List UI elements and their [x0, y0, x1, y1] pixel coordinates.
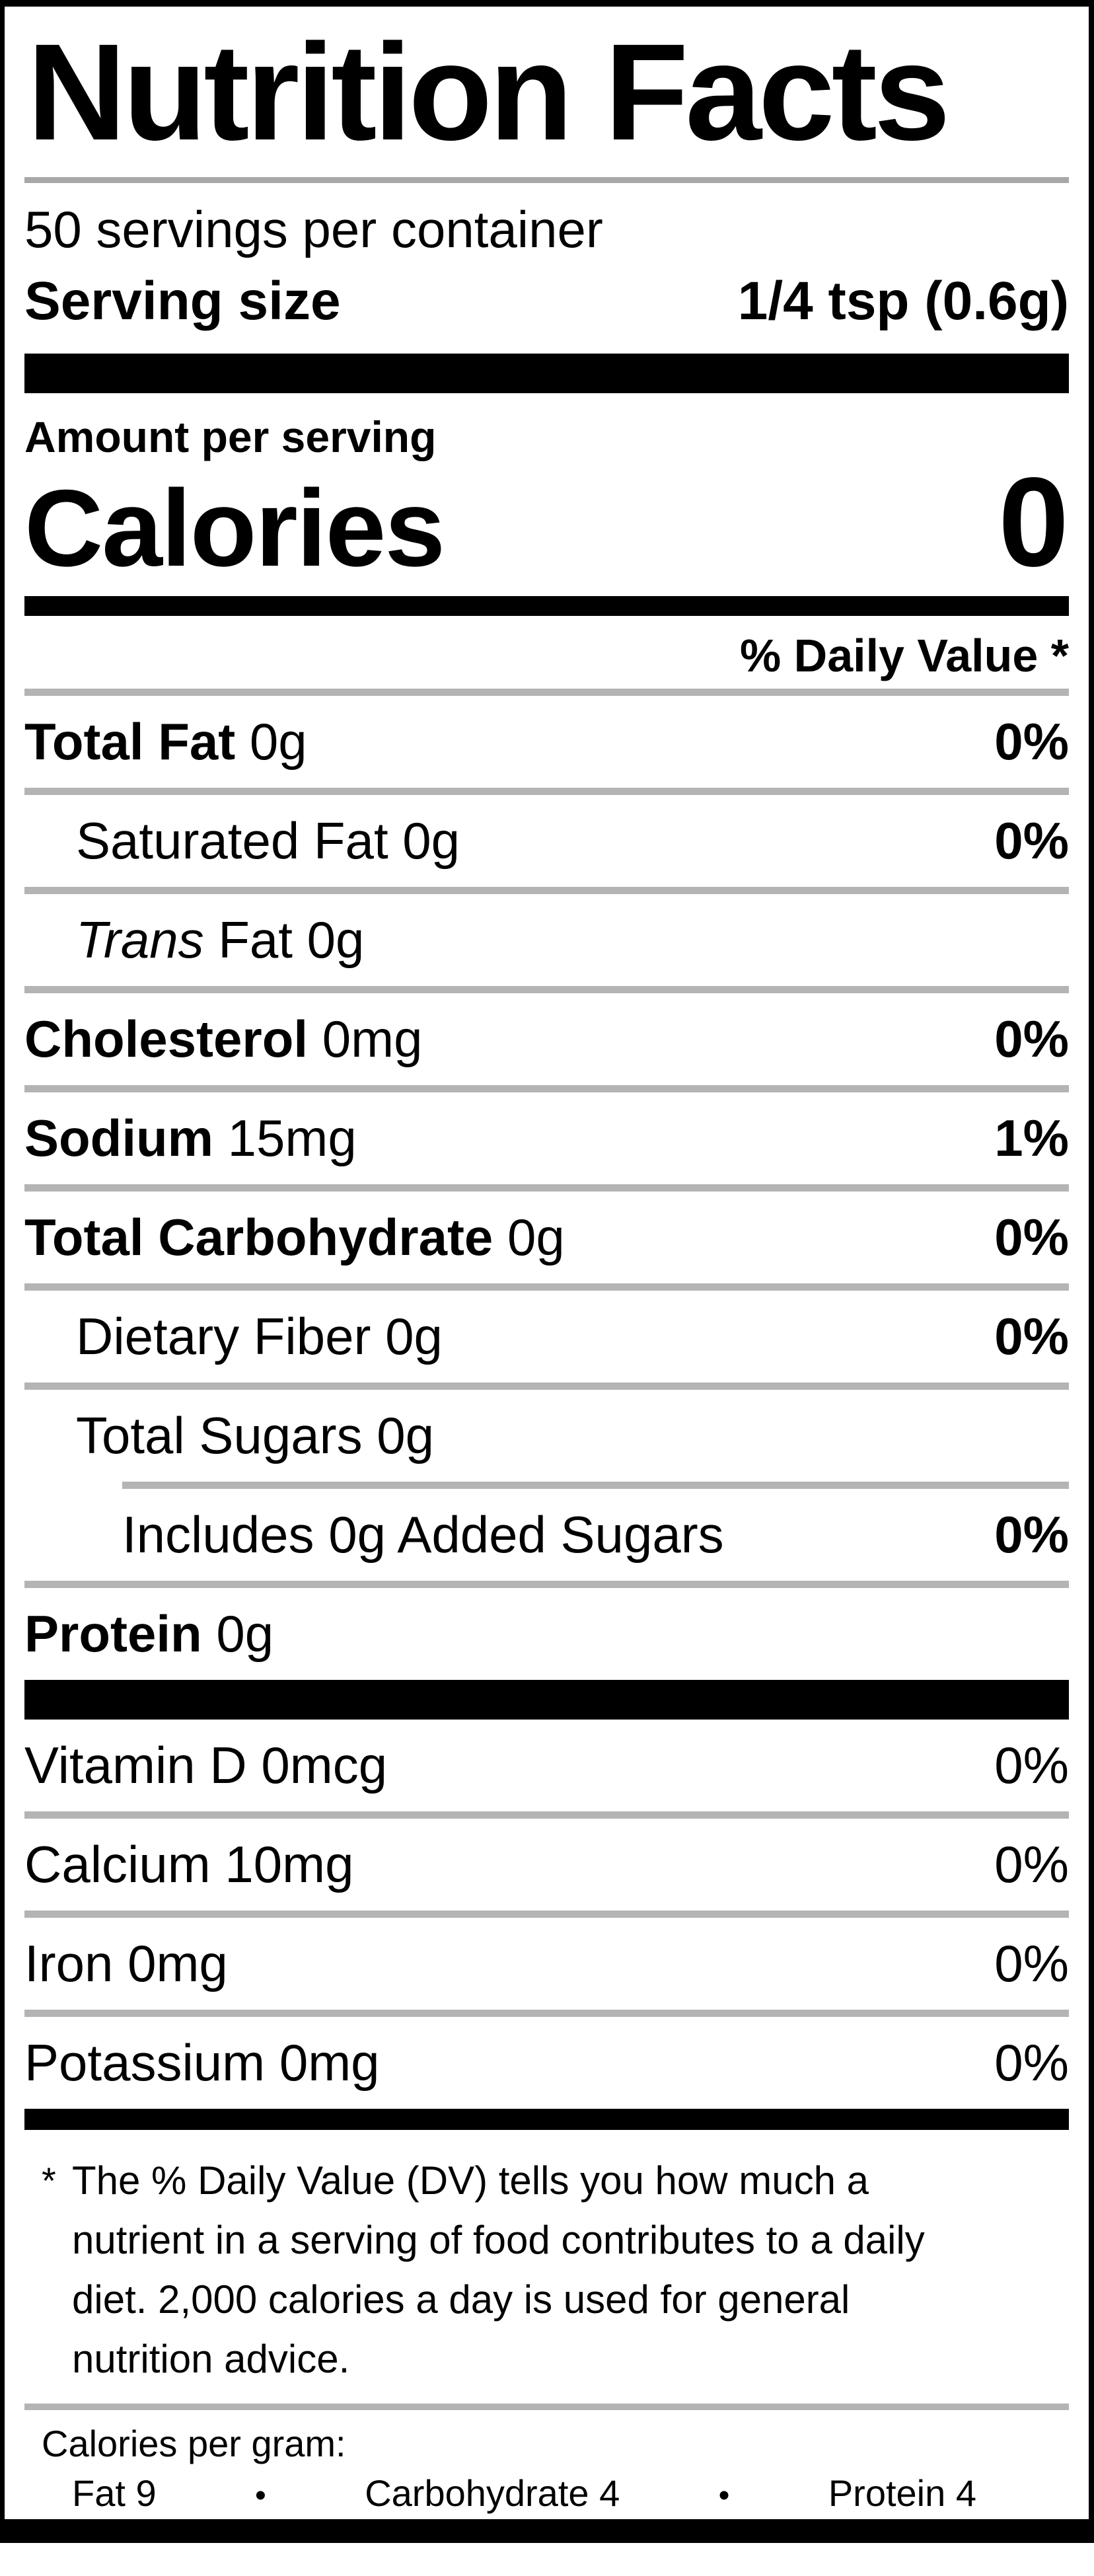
row-divider [24, 1581, 1069, 1589]
row-divider [24, 986, 1069, 994]
nutrient-amount: 0g [307, 911, 365, 969]
calories-per-gram-divider [24, 2404, 1069, 2411]
calories-per-gram-label: Calories per gram: [42, 2423, 346, 2465]
vitamin-dv: 0% [994, 1736, 1069, 1795]
row-divider [24, 788, 1069, 796]
nutrient-name: Cholesterol [24, 1010, 309, 1069]
nutrient-name: Total Fat [24, 712, 236, 771]
bullet-separator: • [718, 2478, 730, 2514]
nutrient-name: Total Carbohydrate [24, 1208, 493, 1267]
vitamin-amount: 10mg [225, 1835, 354, 1894]
nutrient-dv: 0% [994, 1010, 1069, 1069]
daily-value-header: % Daily Value * [739, 630, 1069, 682]
serving-size-value: 1/4 tsp (0.6g) [737, 271, 1069, 332]
nutrient-name-italic: Trans [76, 911, 204, 969]
row-divider [24, 1811, 1069, 1819]
row-divider [24, 2010, 1069, 2018]
nutrient-amount: 0g [377, 1406, 435, 1465]
nutrient-name: Fat [218, 911, 293, 969]
calories-per-gram-row: Fat 9 • Carbohydrate 4 • Protein 4 [24, 2470, 1069, 2519]
thick-divider-protein [24, 1680, 1069, 1720]
nutrient-amount: 0g [507, 1208, 565, 1267]
row-divider [24, 1184, 1069, 1192]
nutrient-name: Saturated Fat [76, 812, 388, 870]
title-divider [24, 177, 1069, 184]
vitamin-row-vitamin-d: Vitamin D 0mcg 0% [24, 1720, 1069, 1811]
nutrient-amount: 0mg [322, 1010, 423, 1069]
calories-label: Calories [24, 467, 445, 589]
vitamin-dv: 0% [994, 1934, 1069, 1993]
nutrient-amount: 0g [402, 812, 460, 870]
nutrient-name: Dietary Fiber [76, 1307, 371, 1366]
vitamin-row-iron: Iron 0mg 0% [24, 1918, 1069, 2010]
serving-size-row: Serving size 1/4 tsp (0.6g) [24, 266, 1069, 336]
nutrient-row-sodium: Sodium 15mg 1% [24, 1092, 1069, 1184]
row-divider [24, 689, 1069, 697]
nutrient-amount: 0g [249, 712, 307, 771]
calories-per-gram-protein: Protein 4 [828, 2472, 976, 2515]
row-divider [24, 1283, 1069, 1291]
nutrient-dv: 0% [994, 712, 1069, 771]
nutrient-amount: 0g [385, 1307, 443, 1366]
thick-divider-top [24, 354, 1069, 394]
row-divider [24, 1085, 1069, 1093]
footnote-asterisk: * [42, 2160, 56, 2202]
vitamin-amount: 0mcg [261, 1736, 388, 1795]
nutrient-dv: 0% [994, 1307, 1069, 1366]
daily-value-footnote: * The % Daily Value (DV) tells you how m… [24, 2151, 1069, 2389]
nutrient-name: Total Sugars [76, 1406, 363, 1465]
vitamin-name: Calcium [24, 1835, 211, 1894]
calories-row: Calories 0 [24, 451, 1069, 593]
vitamin-name: Vitamin D [24, 1736, 247, 1795]
nutrient-row-total-sugars: Total Sugars 0g [24, 1390, 1069, 1482]
nutrient-row-trans-fat: Trans Fat 0g [24, 894, 1069, 986]
serving-size-label: Serving size [24, 271, 341, 332]
calories-per-gram-carbohydrate: Carbohydrate 4 [365, 2472, 620, 2515]
vitamin-dv: 0% [994, 2033, 1069, 2092]
nutrient-name: Protein [24, 1605, 202, 1663]
vitamin-amount: 0mg [279, 2033, 380, 2092]
label-title: Nutrition Facts [27, 16, 951, 169]
medium-divider-footnote [24, 2109, 1069, 2131]
bullet-separator: • [255, 2478, 266, 2514]
medium-divider-calories [24, 596, 1069, 617]
vitamin-row-calcium: Calcium 10mg 0% [24, 1819, 1069, 1911]
nutrient-name: Includes 0g Added Sugars [122, 1505, 724, 1564]
nutrient-row-cholesterol: Cholesterol 0mg 0% [24, 993, 1069, 1085]
nutrient-dv: 1% [994, 1109, 1069, 1168]
nutrient-amount: 0g [216, 1605, 274, 1663]
calories-per-gram-fat: Fat 9 [72, 2472, 157, 2515]
nutrient-dv: 0% [994, 1505, 1069, 1564]
row-divider [24, 1911, 1069, 1918]
amount-per-serving-label: Amount per serving [24, 412, 437, 462]
nutrient-dv: 0% [994, 1208, 1069, 1267]
vitamin-row-potassium: Potassium 0mg 0% [24, 2017, 1069, 2109]
nutrient-row-added-sugars: Includes 0g Added Sugars 0% [24, 1489, 1069, 1581]
servings-per-container: 50 servings per container [24, 200, 603, 259]
nutrient-row-saturated-fat: Saturated Fat 0g 0% [24, 795, 1069, 887]
vitamin-amount: 0mg [128, 1934, 228, 1993]
row-divider [24, 887, 1069, 895]
row-divider-indented [122, 1482, 1069, 1490]
nutrient-amount: 15mg [227, 1109, 357, 1168]
nutrient-row-total-carbohydrate: Total Carbohydrate 0g 0% [24, 1192, 1069, 1283]
vitamin-dv: 0% [994, 1835, 1069, 1894]
row-divider [24, 1383, 1069, 1390]
nutrient-row-dietary-fiber: Dietary Fiber 0g 0% [24, 1291, 1069, 1383]
nutrient-row-protein: Protein 0g [24, 1588, 1069, 1680]
footnote-text: The % Daily Value (DV) tells you how muc… [72, 2158, 925, 2382]
vitamin-name: Iron [24, 1934, 114, 1993]
nutrient-dv: 0% [994, 812, 1069, 870]
nutrient-name: Sodium [24, 1109, 213, 1168]
nutrient-row-total-fat: Total Fat 0g 0% [24, 696, 1069, 788]
vitamin-name: Potassium [24, 2033, 266, 2092]
calories-value: 0 [998, 451, 1069, 593]
